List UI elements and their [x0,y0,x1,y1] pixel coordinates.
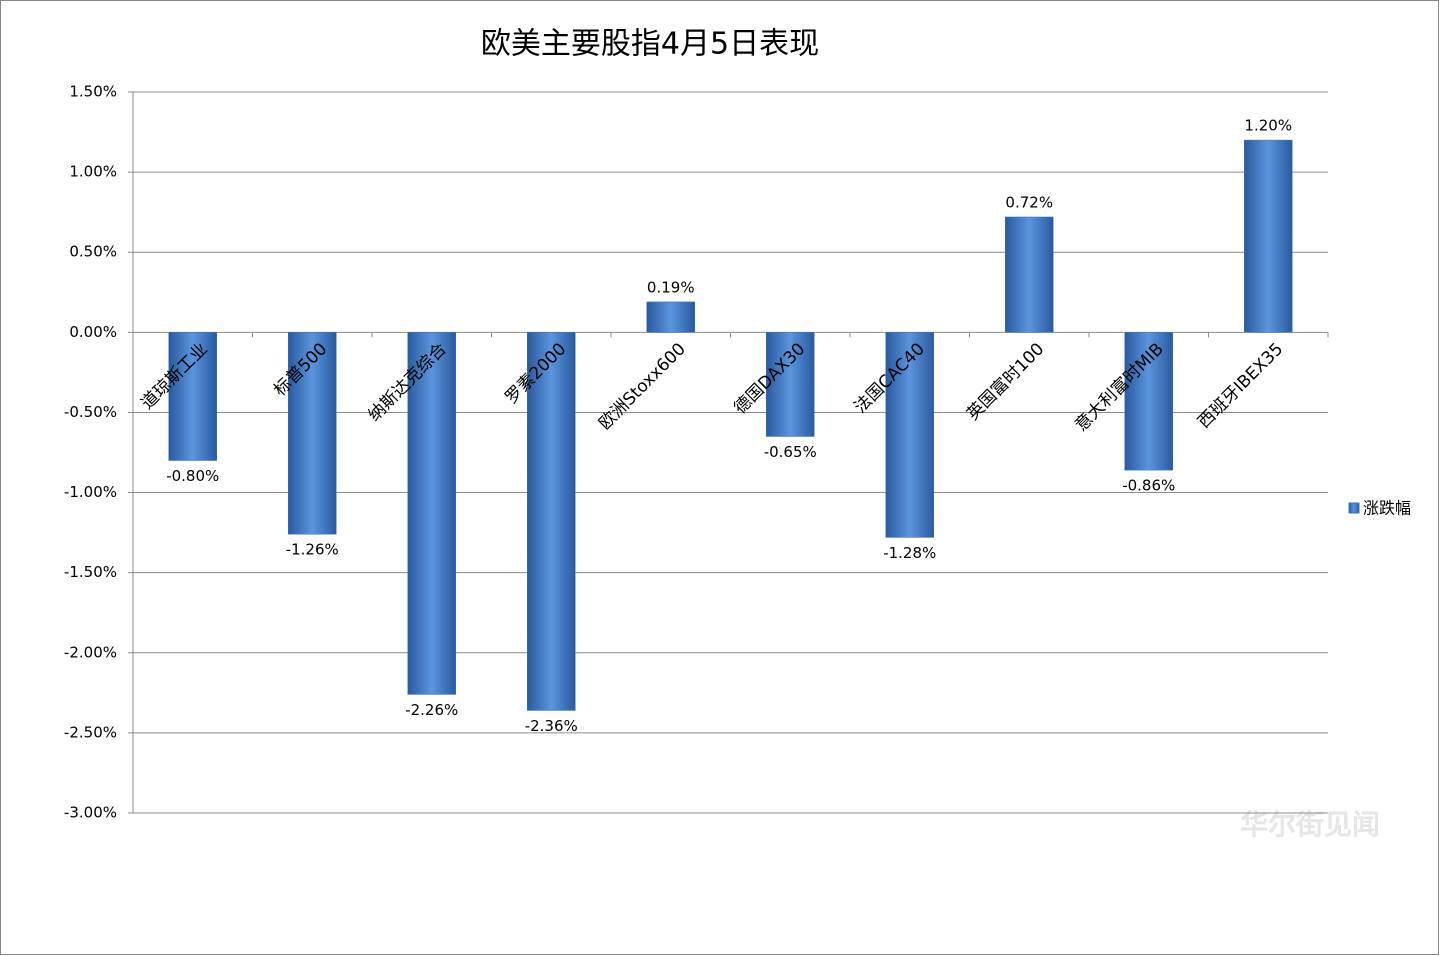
value-label: -2.36% [525,717,578,735]
value-label: -2.26% [405,701,458,719]
value-label: 1.20% [1244,117,1292,135]
y-tick-label: -3.00% [64,804,117,822]
value-label: -1.26% [286,541,339,559]
bar [1005,216,1054,333]
value-label: 0.72% [1005,193,1053,211]
value-label: -1.28% [883,544,936,562]
bar [407,332,456,695]
y-tick-label: -2.00% [64,643,117,661]
y-tick-label: -1.00% [64,483,117,501]
bar [168,332,217,461]
y-tick-label: -1.50% [64,563,117,581]
bar [1124,332,1173,471]
value-label: -0.86% [1122,477,1175,495]
bar [766,332,815,437]
y-tick-label: 0.50% [69,243,117,261]
y-tick-label: -0.50% [64,403,117,421]
bar [527,332,576,711]
bar [1244,139,1293,333]
y-tick-label: 1.50% [69,83,117,101]
y-tick-label: -2.50% [64,723,117,741]
chart-title: 欧美主要股指4月5日表现 [481,27,819,62]
y-tick-label: 0.00% [69,323,117,341]
legend-label: 涨跌幅 [1363,499,1411,518]
bar [646,301,695,333]
legend-swatch [1348,502,1360,514]
value-label: -0.65% [764,443,817,461]
bar [288,332,337,535]
y-tick-label: 1.00% [69,163,117,181]
bar [885,332,934,538]
value-label: -0.80% [166,467,219,485]
value-label: 0.19% [647,278,695,296]
